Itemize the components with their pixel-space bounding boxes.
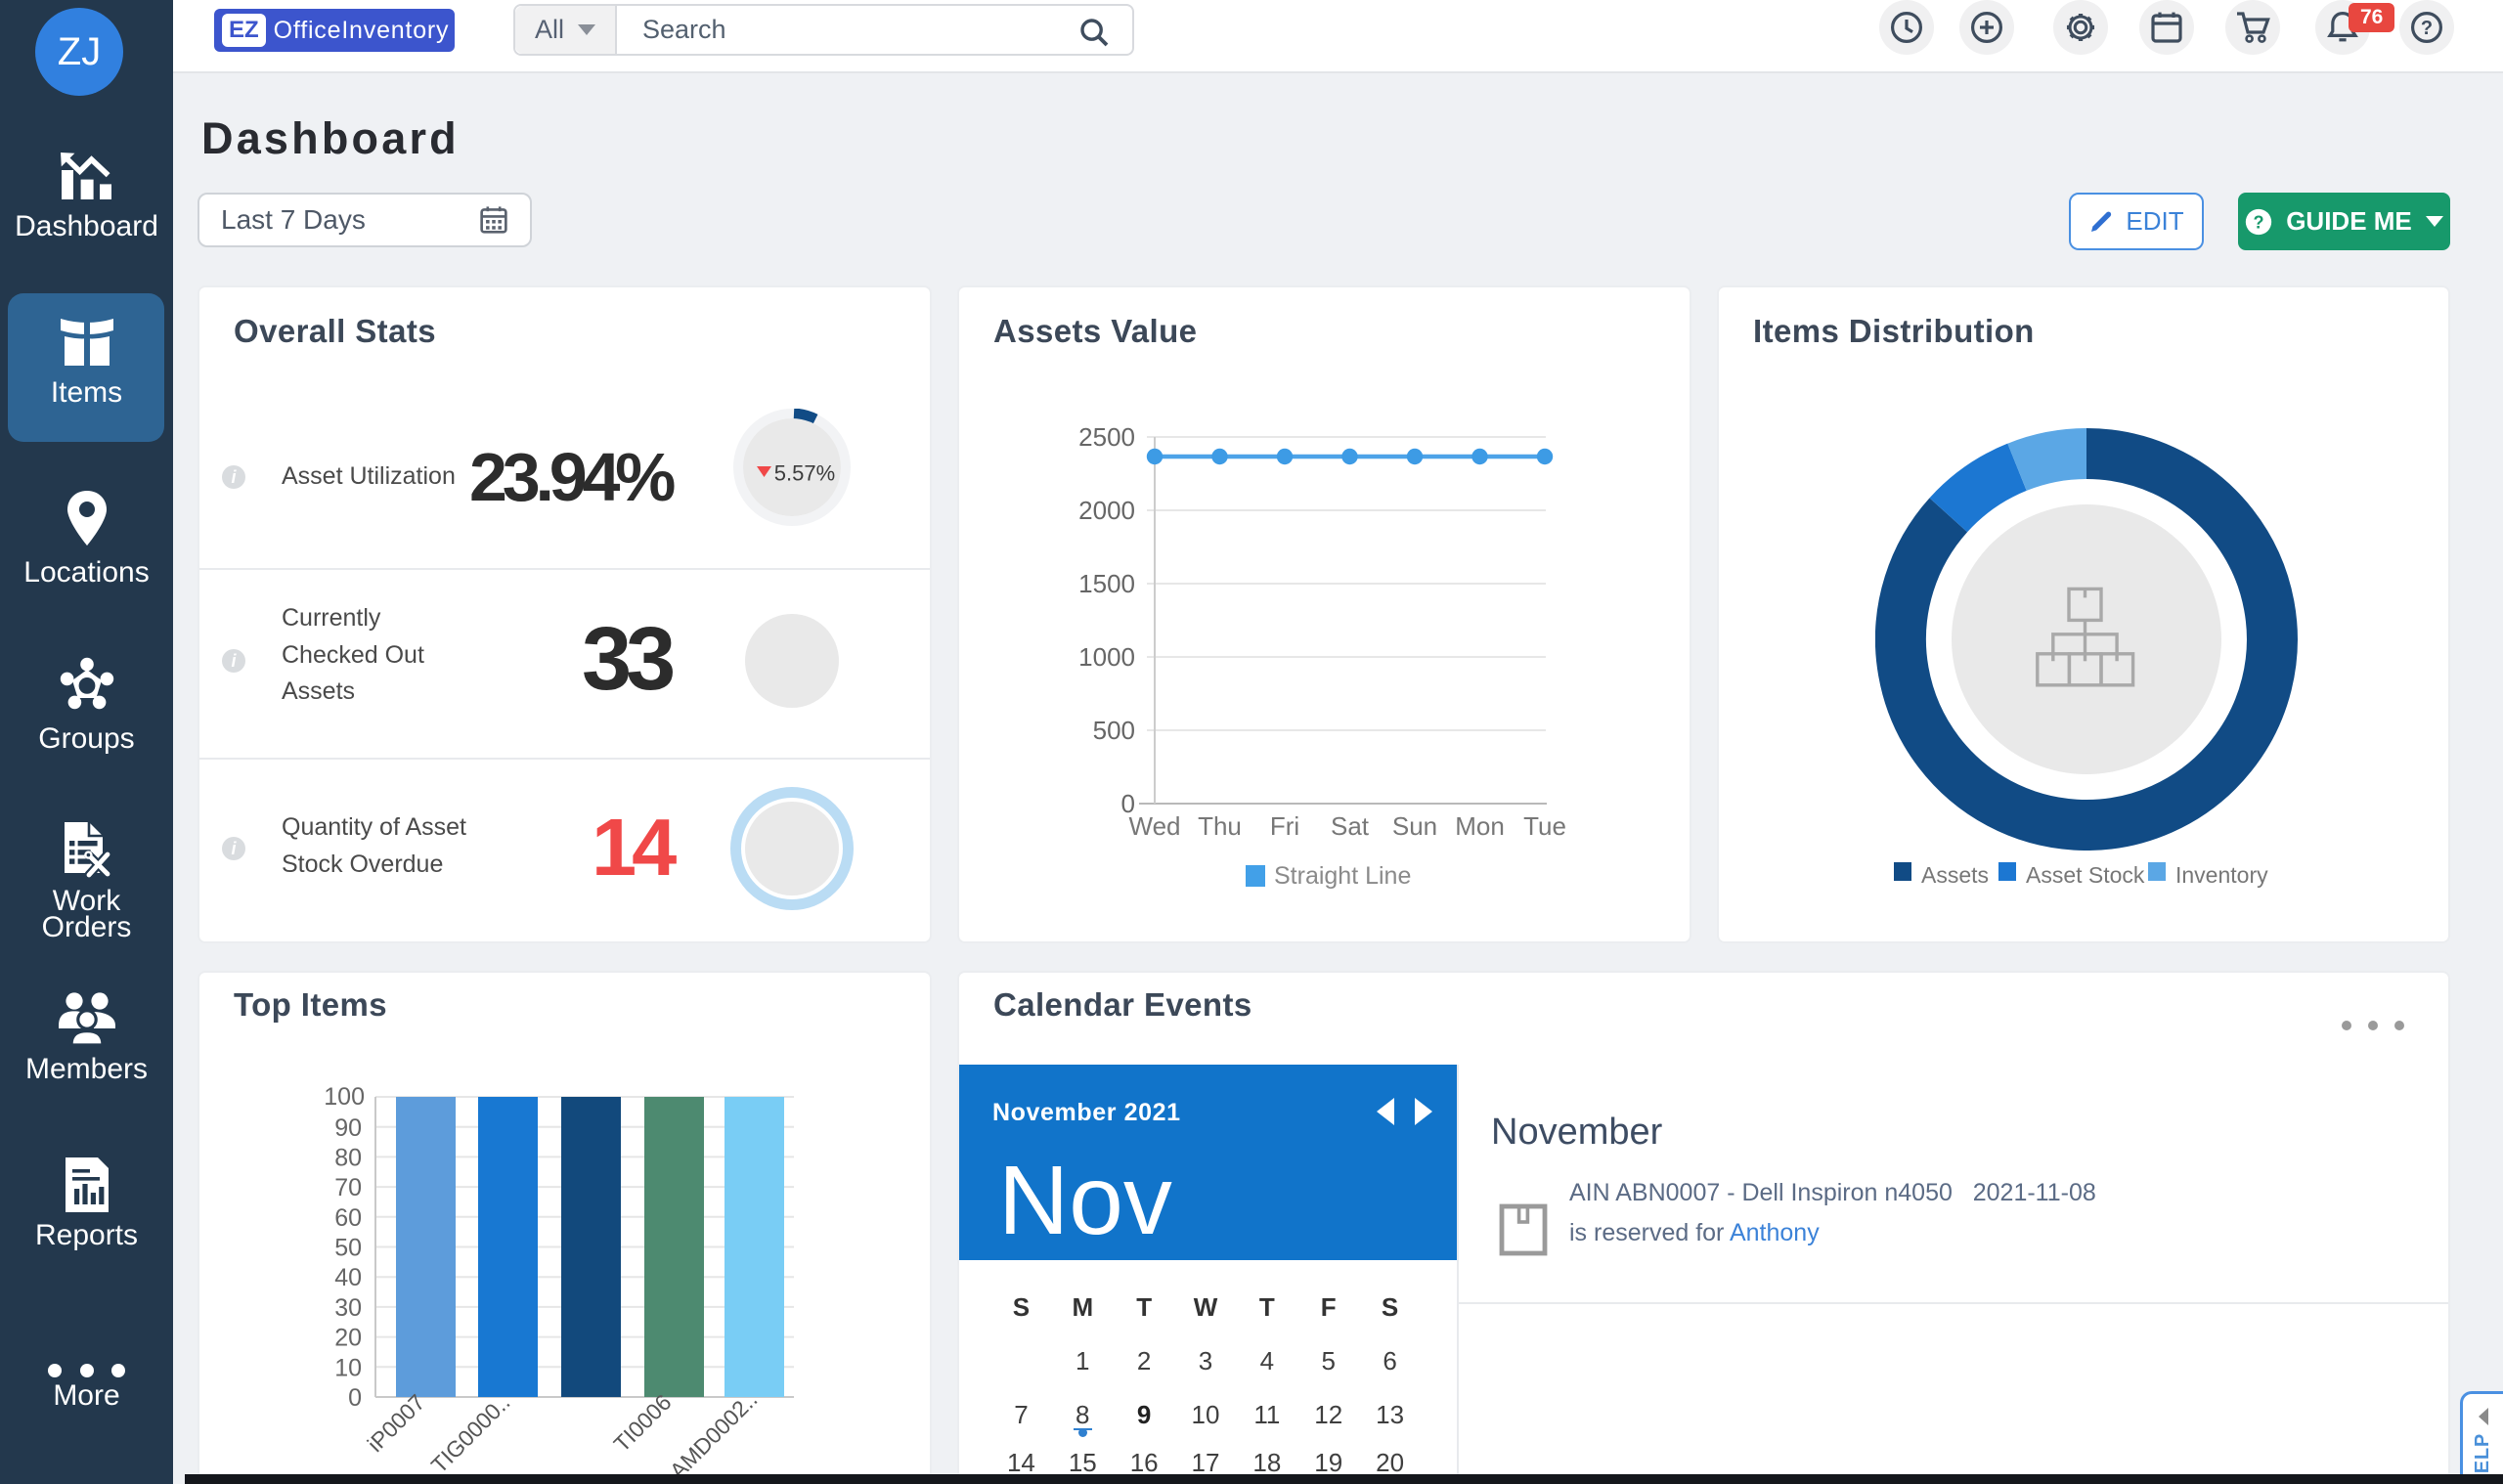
svg-text:80: 80 <box>334 1144 362 1171</box>
svg-text:2500: 2500 <box>1078 422 1135 452</box>
svg-text:1500: 1500 <box>1078 569 1135 598</box>
svg-text:40: 40 <box>334 1264 362 1291</box>
svg-text:iP0007: iP0007 <box>363 1389 430 1457</box>
svg-text:500: 500 <box>1093 716 1135 745</box>
svg-text:Thu: Thu <box>1198 811 1242 841</box>
svg-text:Straight Line: Straight Line <box>1274 862 1411 890</box>
svg-text:Sat: Sat <box>1331 811 1370 841</box>
svg-text:1000: 1000 <box>1078 642 1135 672</box>
svg-text:70: 70 <box>334 1174 362 1201</box>
svg-text:Tue: Tue <box>1523 811 1566 841</box>
svg-text:Mon: Mon <box>1455 811 1505 841</box>
svg-text:AMD0002..: AMD0002.. <box>665 1386 763 1484</box>
svg-text:0: 0 <box>1121 789 1135 818</box>
svg-text:60: 60 <box>334 1204 362 1232</box>
svg-text:?: ? <box>2254 212 2264 232</box>
svg-text:10: 10 <box>334 1354 362 1381</box>
svg-text:50: 50 <box>334 1235 362 1262</box>
svg-text:Wed: Wed <box>1129 811 1181 841</box>
svg-text:TIG0000..: TIG0000.. <box>426 1389 515 1478</box>
svg-text:20: 20 <box>334 1325 362 1352</box>
svg-text:TI0006: TI0006 <box>609 1389 677 1457</box>
svg-text:Fri: Fri <box>1270 811 1299 841</box>
svg-text:30: 30 <box>334 1294 362 1322</box>
svg-text:90: 90 <box>334 1114 362 1142</box>
svg-text:Sun: Sun <box>1392 811 1437 841</box>
svg-text:5.57%: 5.57% <box>774 461 835 486</box>
svg-text:?: ? <box>2421 18 2433 39</box>
svg-text:100: 100 <box>324 1083 365 1111</box>
svg-text:2000: 2000 <box>1078 496 1135 525</box>
svg-text:0: 0 <box>348 1384 362 1412</box>
